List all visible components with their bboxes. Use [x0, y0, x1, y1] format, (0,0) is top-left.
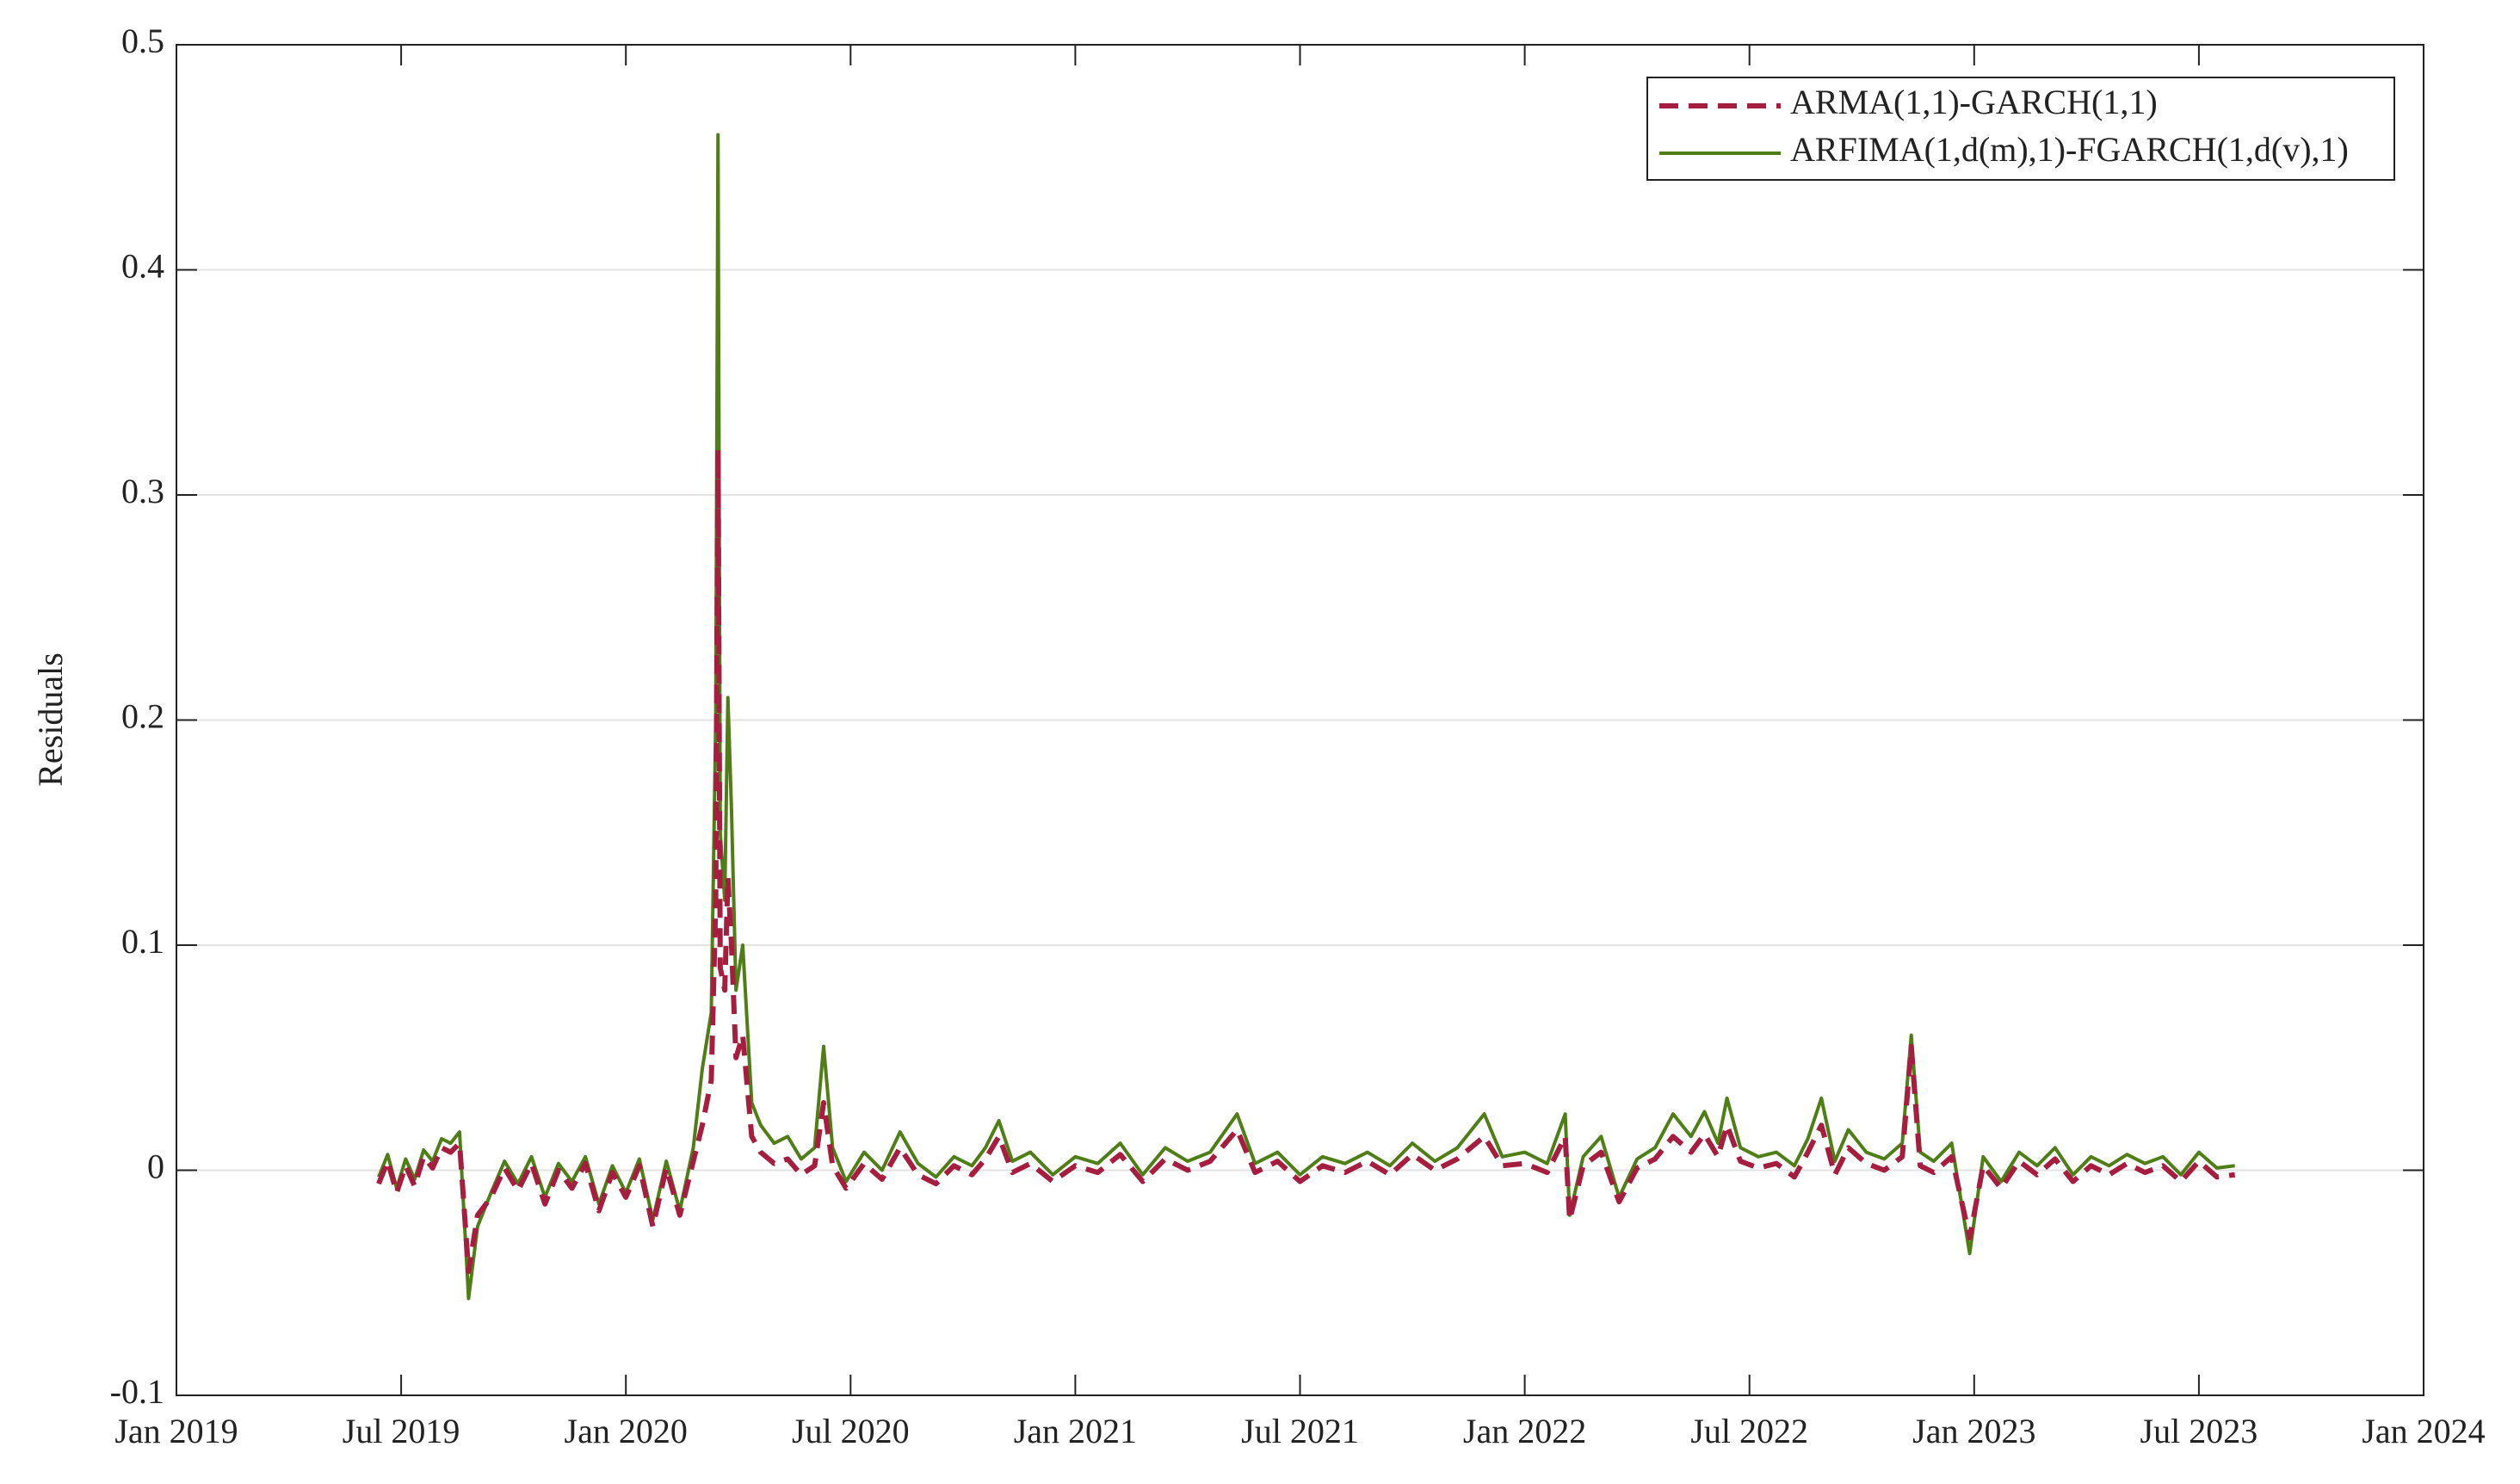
x-tick-label: Jul 2023	[2140, 1412, 2258, 1450]
y-tick-label: 0	[147, 1147, 164, 1186]
series-line	[377, 133, 2235, 1301]
legend-label: ARMA(1,1)-GARCH(1,1)	[1790, 83, 2158, 121]
y-tick-label: 0.3	[121, 472, 164, 510]
x-tick-label: Jul 2020	[792, 1412, 910, 1450]
legend-label: ARFIMA(1,d(m),1)-FGARCH(1,d(v),1)	[1790, 130, 2349, 169]
y-tick-label: 0.2	[121, 697, 164, 736]
x-tick-label: Jul 2021	[1241, 1412, 1359, 1450]
y-tick-label: 0.4	[121, 247, 164, 286]
legend-box	[1646, 77, 2395, 181]
y-tick-label: 0.5	[121, 22, 164, 60]
plot-frame	[176, 44, 2424, 1396]
series-line	[376, 447, 2236, 1275]
x-tick-label: Jan 2020	[565, 1412, 688, 1450]
x-tick-label: Jan 2023	[1912, 1412, 2035, 1450]
x-tick-label: Jan 2022	[1463, 1412, 1586, 1450]
y-tick-label: -0.1	[110, 1372, 164, 1411]
x-tick-label: Jul 2019	[343, 1412, 460, 1450]
x-tick-label: Jan 2024	[2362, 1412, 2485, 1450]
y-tick-label: 0.1	[121, 922, 164, 961]
y-axis-label: Residuals	[31, 652, 70, 787]
x-tick-label: Jul 2022	[1690, 1412, 1808, 1450]
x-tick-label: Jan 2019	[114, 1412, 238, 1450]
x-tick-label: Jan 2021	[1014, 1412, 1137, 1450]
